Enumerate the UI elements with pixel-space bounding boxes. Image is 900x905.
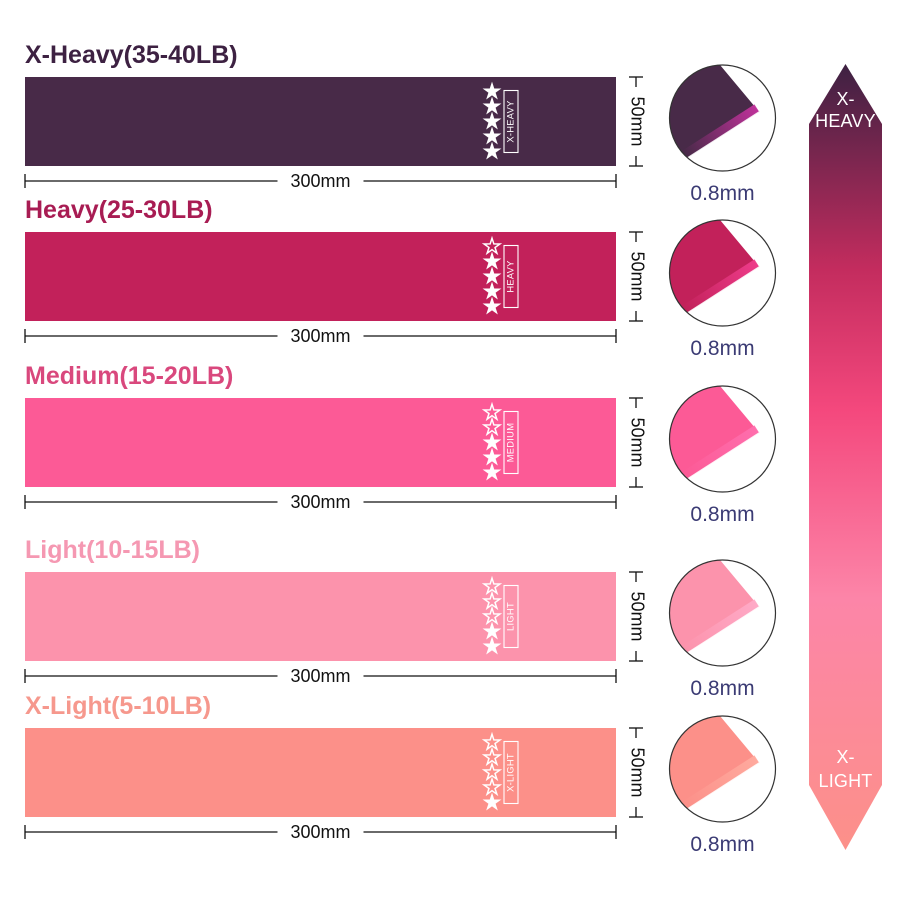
svg-text:HEAVY: HEAVY: [815, 111, 876, 131]
svg-text:50mm: 50mm: [627, 591, 647, 641]
svg-text:MEDIUM: MEDIUM: [505, 423, 515, 463]
svg-text:X-Heavy(35-40LB): X-Heavy(35-40LB): [25, 41, 238, 69]
svg-text:300mm: 300mm: [290, 666, 350, 686]
svg-text:50mm: 50mm: [627, 747, 647, 797]
svg-text:50mm: 50mm: [627, 251, 647, 301]
svg-text:Medium(15-20LB): Medium(15-20LB): [25, 362, 233, 390]
svg-text:HEAVY: HEAVY: [505, 260, 515, 292]
svg-text:300mm: 300mm: [290, 171, 350, 191]
svg-text:0.8mm: 0.8mm: [690, 677, 754, 700]
svg-text:50mm: 50mm: [627, 96, 647, 146]
svg-text:X-: X-: [837, 89, 855, 109]
svg-text:300mm: 300mm: [290, 326, 350, 346]
svg-text:300mm: 300mm: [290, 492, 350, 512]
svg-text:0.8mm: 0.8mm: [690, 833, 754, 856]
svg-text:0.8mm: 0.8mm: [690, 182, 754, 205]
svg-text:LIGHT: LIGHT: [818, 771, 872, 791]
svg-text:X-Light(5-10LB): X-Light(5-10LB): [25, 692, 211, 720]
svg-text:X-LIGHT: X-LIGHT: [505, 753, 515, 792]
svg-text:300mm: 300mm: [290, 822, 350, 842]
svg-text:0.8mm: 0.8mm: [690, 503, 754, 526]
svg-text:Heavy(25-30LB): Heavy(25-30LB): [25, 196, 213, 224]
svg-text:X-HEAVY: X-HEAVY: [505, 100, 515, 142]
svg-text:50mm: 50mm: [627, 417, 647, 467]
svg-text:LIGHT: LIGHT: [505, 602, 515, 631]
svg-text:X-: X-: [837, 747, 855, 767]
svg-text:0.8mm: 0.8mm: [690, 337, 754, 360]
svg-text:Light(10-15LB): Light(10-15LB): [25, 536, 200, 564]
